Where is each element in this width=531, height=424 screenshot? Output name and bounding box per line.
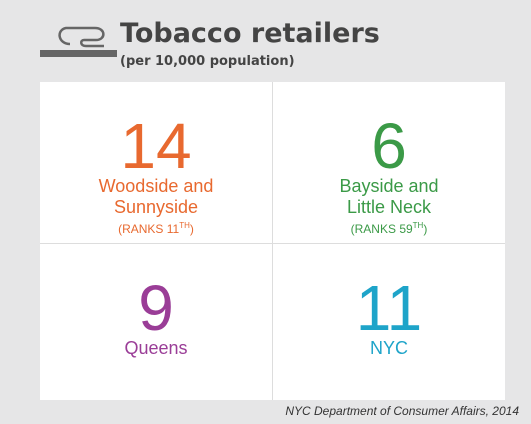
cell: 9 Queens (40, 272, 272, 359)
rank-text: (RANKS 59 (350, 222, 413, 236)
rank-suffix: TH (179, 221, 190, 230)
rank-close: ) (423, 222, 428, 236)
cell: 11 NYC (273, 272, 505, 359)
value: 14 (120, 110, 192, 182)
value: 9 (138, 272, 174, 344)
name: Bayside and (339, 176, 439, 196)
divider (272, 82, 273, 400)
rank-close: ) (189, 222, 194, 236)
rank: (RANKS 59TH) (273, 221, 505, 236)
title: Tobacco retailers (120, 18, 380, 49)
name: Little Neck (346, 197, 432, 217)
value: 6 (371, 110, 407, 182)
smoke (58, 26, 105, 48)
cigarette-icon (40, 26, 117, 57)
divider (40, 243, 505, 244)
subtitle: (per 10,000 population) (120, 54, 295, 69)
value: 11 (355, 272, 423, 344)
rank: (RANKS 11TH) (40, 221, 272, 236)
name: NYC (369, 338, 408, 358)
cell: 14 Woodside and Sunnyside (RANKS 11TH) (40, 110, 272, 236)
name: Queens (124, 338, 188, 358)
rank-suffix: TH (412, 221, 424, 230)
panel: 14 Woodside and Sunnyside (RANKS 11TH) 6 Bays… (40, 82, 505, 400)
rank-text: (RANKS 11 (118, 222, 180, 236)
source: NYC Department of Consumer Affairs, 2014 (285, 404, 519, 418)
cigarette (40, 50, 117, 57)
name: Sunnyside (113, 197, 199, 217)
cell: 6 Bayside and Little Neck (RANKS 59TH) (273, 110, 505, 236)
name: Woodside and (98, 176, 214, 196)
